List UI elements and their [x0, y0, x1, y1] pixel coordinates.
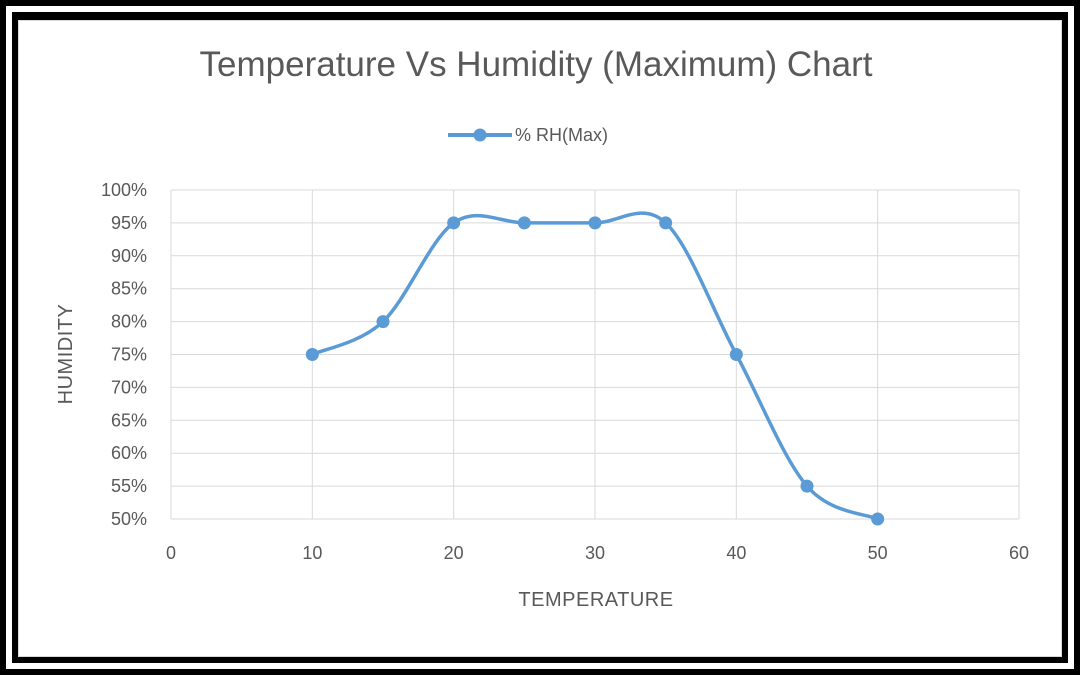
- y-tick-label: 85%: [111, 279, 147, 299]
- y-tick-label: 80%: [111, 312, 147, 332]
- data-point: [305, 348, 319, 361]
- y-tick-label: 60%: [111, 443, 147, 463]
- data-point: [729, 348, 743, 361]
- data-point: [517, 216, 531, 230]
- x-tick-label: 40: [726, 543, 746, 563]
- gridlines: [170, 189, 1020, 520]
- y-axis-title: HUMIDITY: [55, 304, 77, 405]
- y-tick-label: 55%: [111, 476, 147, 496]
- y-tick-label: 100%: [101, 180, 147, 200]
- y-tick-label: 65%: [111, 410, 147, 430]
- series-layer: [305, 211, 885, 526]
- chart-area: [18, 20, 1062, 657]
- data-point: [659, 216, 673, 230]
- legend-point-marker: [473, 128, 487, 142]
- y-tick-label: 95%: [111, 213, 147, 233]
- y-tick-label: 90%: [111, 246, 147, 266]
- x-tick-label: 60: [1009, 543, 1029, 563]
- y-axis-ticks: 50% 55% 60% 65% 70% 75% 80% 85% 90% 95% 100%: [101, 180, 147, 529]
- data-point: [588, 216, 602, 230]
- x-tick-label: 0: [166, 543, 176, 563]
- y-tick-label: 70%: [111, 377, 147, 397]
- x-tick-label: 10: [302, 543, 322, 563]
- x-axis-title: TEMPERATURE: [518, 589, 673, 611]
- x-tick-label: 20: [444, 543, 464, 563]
- chart-title: Temperature Vs Humidity (Maximum) Chart: [200, 45, 873, 84]
- series-line: [311, 211, 879, 521]
- y-tick-label: 75%: [111, 345, 147, 365]
- data-point: [447, 216, 461, 230]
- x-axis-ticks: 0 10 20 30 40 50 60: [166, 543, 1029, 563]
- legend: % RH(Max): [448, 125, 608, 145]
- y-tick-label: 50%: [111, 509, 147, 529]
- x-tick-label: 30: [585, 543, 605, 563]
- legend-label: % RH(Max): [515, 125, 608, 145]
- x-tick-label: 50: [868, 543, 888, 563]
- data-point: [376, 315, 390, 329]
- data-point: [871, 512, 885, 526]
- data-point: [800, 479, 814, 493]
